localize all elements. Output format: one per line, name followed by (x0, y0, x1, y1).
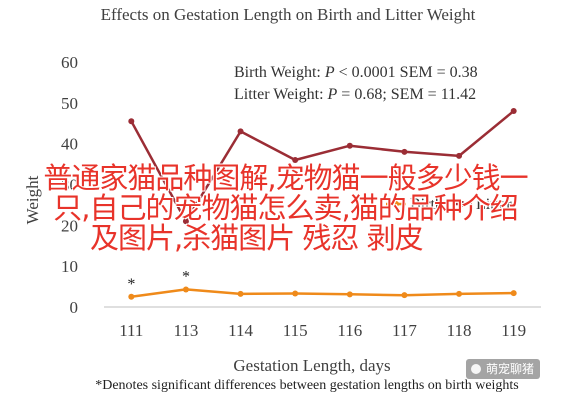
y-tick-label: 30 (61, 176, 78, 195)
overlay-text-line-3: 及图片,杀猫图片 残忍 剥皮 (90, 221, 424, 255)
y-tick-label: 20 (61, 216, 78, 235)
data-point (456, 152, 463, 159)
x-tick-label: 111 (119, 321, 143, 340)
data-point (510, 108, 517, 114)
legend-label-birth: Birth (410, 196, 443, 213)
stat-litter: Litter Weight: P = 0.68; SEM = 11.42 (234, 86, 476, 103)
data-point (346, 142, 353, 149)
y-tick-label: 40 (61, 135, 78, 154)
significance-marks: * * (127, 268, 190, 292)
data-point (346, 291, 353, 298)
x-tick-label: 115 (283, 321, 308, 340)
data-point (128, 293, 135, 300)
data-point (401, 148, 408, 155)
chart-title: Effects on Gestation Length on Birth and… (101, 5, 476, 24)
significance-star: * (182, 268, 190, 285)
y-tick-label: 0 (70, 298, 79, 317)
x-tick-label: 119 (501, 321, 526, 340)
data-point (401, 292, 408, 299)
data-point (237, 290, 244, 297)
overlay-text-line-1: 普通家猫品种图解,宠物猫一般多少钱一 (43, 161, 528, 195)
watermark: 萌宠聊猪 (466, 359, 541, 379)
data-point (456, 290, 463, 297)
y-axis: 0 10 20 30 40 50 60 (61, 53, 78, 317)
legend-label-litter: Litter (476, 196, 512, 213)
overlay-text-line-2: 只,自己的宠物猫怎么卖,猫的品种介绍 (53, 191, 518, 225)
data-point (292, 157, 299, 163)
data-point (510, 290, 517, 297)
x-tick-label: 113 (174, 321, 199, 340)
x-tick-label: 117 (392, 321, 417, 340)
series-line-birth-weight (131, 288, 514, 299)
significance-star: * (127, 276, 135, 293)
data-point (237, 128, 244, 135)
x-tick-label: 118 (447, 321, 472, 340)
x-axis: 111 113 114 115 116 117 118 119 (119, 321, 526, 340)
data-point (292, 290, 299, 297)
y-tick-label: 60 (61, 53, 78, 72)
x-tick-label: 114 (228, 321, 253, 340)
x-axis-title: Gestation Length, days (233, 356, 390, 375)
y-tick-label: 50 (61, 94, 78, 113)
stat-birth: Birth Weight: P < 0.0001 SEM = 0.38 (234, 64, 478, 81)
x-tick-label: 116 (337, 321, 362, 340)
legend: Birth Litter (386, 196, 512, 213)
legend-marker-litter (459, 201, 465, 207)
data-point (182, 218, 189, 225)
watermark-label: 萌宠聊猪 (486, 362, 535, 376)
series-line-litter-weight (130, 110, 515, 223)
data-point (128, 118, 135, 125)
y-tick-label: 10 (61, 257, 78, 276)
wechat-icon (471, 364, 481, 374)
legend-marker-birth (393, 201, 399, 207)
chart-footnote: *Denotes significant differences between… (95, 378, 519, 393)
data-point (182, 286, 189, 293)
series-layer (128, 108, 517, 300)
y-axis-title: Weight (23, 175, 42, 224)
